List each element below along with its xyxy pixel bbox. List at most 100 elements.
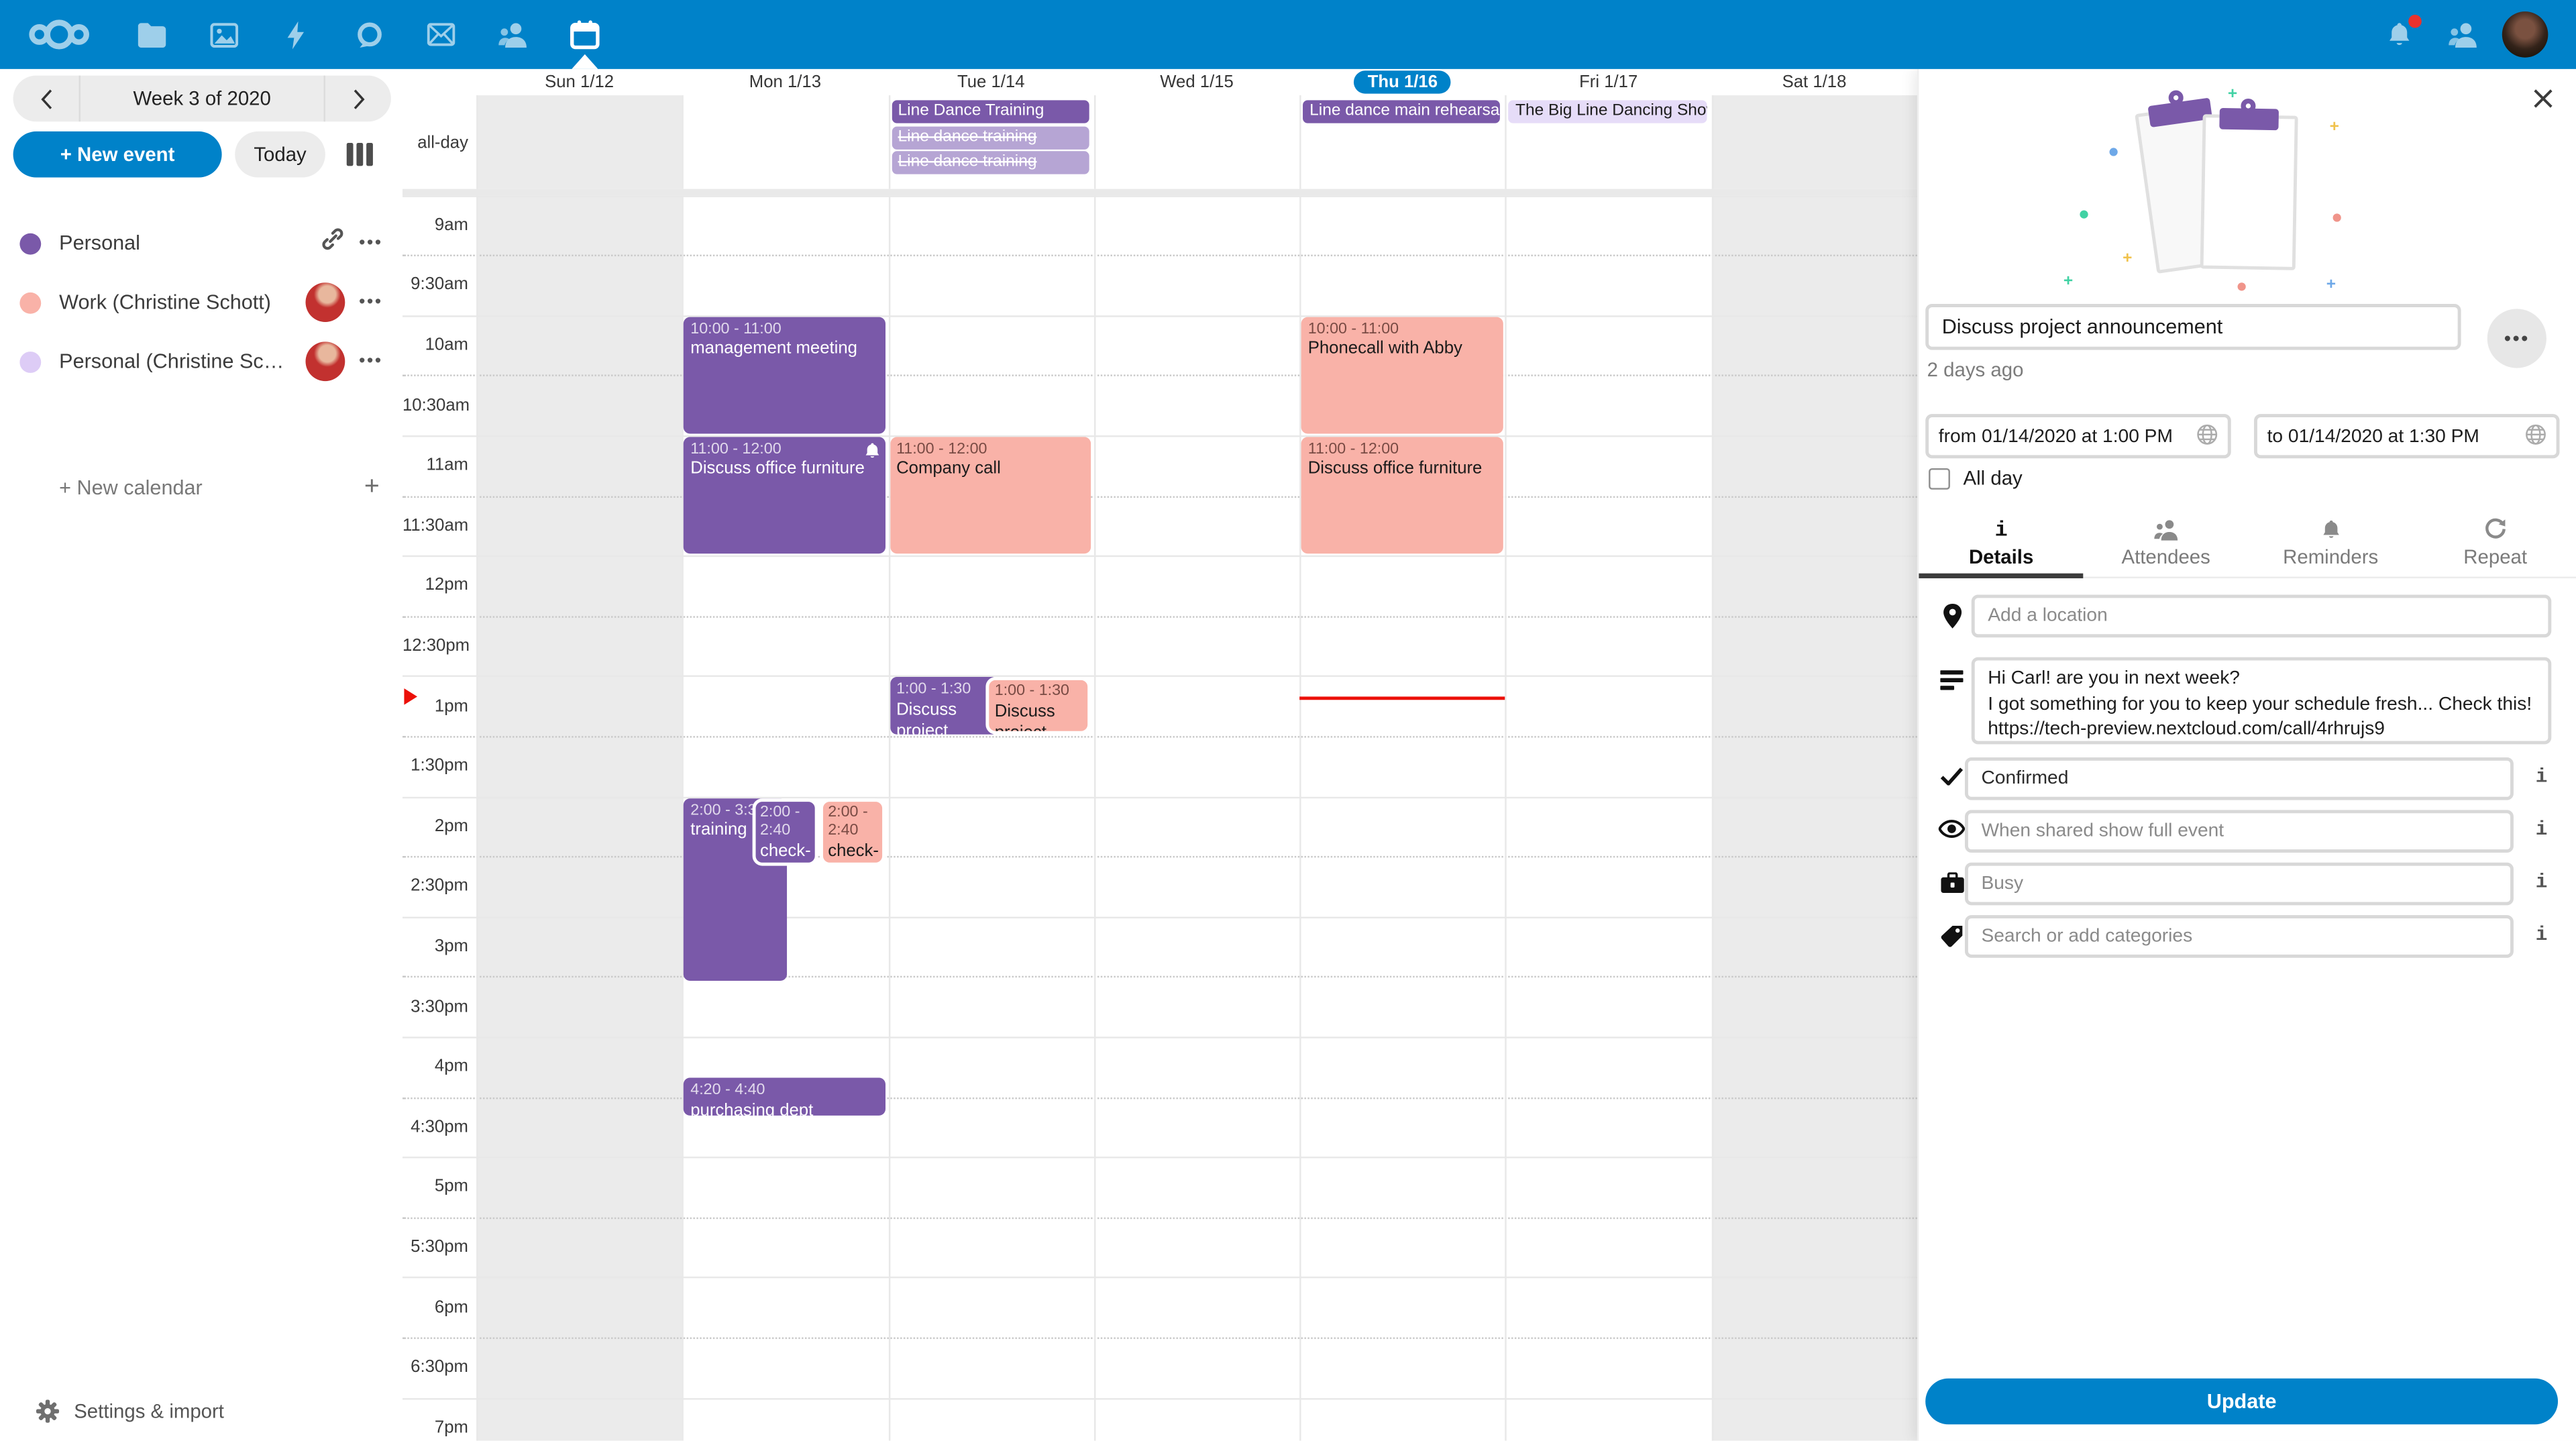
week-label[interactable]: Week 3 of 2020: [133, 87, 271, 111]
calendar-event[interactable]: 4:20 - 4:40 purchasing dept: [684, 1077, 886, 1116]
calendar-event[interactable]: 1:00 - 1:30 Discuss project: [986, 677, 1091, 735]
gear-icon: [36, 1399, 60, 1423]
status-info-icon[interactable]: i: [2535, 765, 2548, 789]
grid-line: [402, 1277, 1917, 1279]
share-link-icon[interactable]: [321, 227, 346, 260]
user-avatar[interactable]: [2502, 11, 2548, 58]
editor-tabs: i Details Attendees Reminders Repeat: [1919, 509, 2576, 579]
confetti: +: [2329, 118, 2339, 137]
grid-line: [402, 976, 1917, 978]
calendar-event[interactable]: 10:00 - 11:00 management meeting: [684, 316, 886, 434]
end-datetime-input[interactable]: to 01/14/2020 at 1:30 PM: [2254, 414, 2560, 459]
day-header-sat[interactable]: Sat 1/18: [1782, 72, 1847, 93]
weekend-shading: [1711, 195, 1917, 1441]
grid-line: [402, 615, 1917, 618]
notification-badge: [2408, 15, 2422, 28]
update-button[interactable]: Update: [1925, 1378, 2559, 1425]
timezone-globe-icon[interactable]: [2525, 423, 2546, 449]
plus-icon[interactable]: +: [364, 473, 380, 501]
view-toggle-columns-icon[interactable]: [346, 143, 373, 166]
freebusy-info-icon[interactable]: i: [2535, 870, 2548, 894]
timezone-globe-icon[interactable]: [2196, 423, 2218, 449]
description-textarea[interactable]: Hi Carl! are you in next week? I got som…: [1971, 657, 2552, 745]
day-header-tue[interactable]: Tue 1/14: [957, 72, 1025, 93]
all-day-event[interactable]: Line dance training: [891, 125, 1089, 149]
all-day-event[interactable]: Line dance main rehearsal: [1303, 100, 1501, 123]
column-separator: [1711, 95, 1713, 189]
event-actions-menu-button[interactable]: •••: [2487, 309, 2546, 368]
today-button[interactable]: Today: [235, 131, 325, 178]
categories-info-icon[interactable]: i: [2535, 923, 2548, 947]
time-label: 1pm: [434, 696, 468, 716]
calendar-event[interactable]: 11:00 - 12:00 Discuss office furniture: [684, 437, 886, 554]
calendar-event[interactable]: 11:00 - 12:00 Discuss office furniture: [1301, 437, 1503, 554]
clip-bar: [2219, 107, 2279, 131]
next-week-button[interactable]: [325, 76, 391, 122]
activity-app-icon[interactable]: [260, 0, 332, 69]
tab-attendees[interactable]: Attendees: [2084, 509, 2249, 576]
visibility-select[interactable]: When shared show full event: [1964, 810, 2514, 853]
calendar-menu-icon[interactable]: •••: [358, 352, 383, 372]
location-input[interactable]: Add a location: [1971, 594, 2552, 638]
contacts-app-icon[interactable]: [476, 0, 549, 69]
tab-label: Reminders: [2283, 545, 2379, 569]
time-label: 10:30am: [402, 395, 470, 415]
calendar-list-item-personal[interactable]: Personal •••: [0, 215, 402, 271]
time-label: 5:30pm: [411, 1237, 468, 1257]
photos-app-icon[interactable]: [187, 0, 260, 69]
column-separator: [682, 195, 684, 1441]
files-app-icon[interactable]: [115, 0, 187, 69]
tab-reminders[interactable]: Reminders: [2248, 509, 2413, 576]
calendar-list-item-personal-christine[interactable]: Personal (Christine Scho...) •••: [0, 333, 402, 389]
talk-app-icon[interactable]: [333, 0, 406, 69]
calendar-event[interactable]: 10:00 - 11:00 Phonecall with Abby: [1301, 316, 1503, 434]
tab-label: Attendees: [2121, 545, 2210, 569]
header-contacts-menu-icon[interactable]: [2426, 0, 2499, 69]
categories-input[interactable]: Search or add categories: [1964, 915, 2514, 958]
shared-by-avatar: [306, 282, 346, 323]
close-icon[interactable]: [2530, 85, 2556, 111]
day-header-mon[interactable]: Mon 1/13: [749, 72, 822, 93]
calendar-color-dot: [19, 350, 42, 372]
day-header-thu[interactable]: Thu 1/16: [1299, 69, 1505, 95]
new-calendar-button[interactable]: + New calendar +: [0, 465, 402, 511]
previous-week-button[interactable]: [13, 76, 79, 122]
column-separator: [1093, 95, 1096, 189]
grid-line: [402, 435, 1917, 437]
new-event-button[interactable]: + New event: [13, 131, 222, 178]
settings-import-button[interactable]: Settings & import: [0, 1390, 402, 1433]
grid-line: [402, 555, 1917, 557]
start-datetime-input[interactable]: from 01/14/2020 at 1:00 PM: [1925, 414, 2231, 459]
day-header-wed[interactable]: Wed 1/15: [1160, 72, 1234, 93]
calendar-event[interactable]: 11:00 - 12:00 Company call: [890, 437, 1091, 554]
grid-line: [402, 1337, 1917, 1339]
all-day-checkbox[interactable]: [1929, 467, 1950, 489]
all-day-checkbox-row[interactable]: All day: [1929, 467, 2023, 490]
calendar-list-item-work-christine[interactable]: Work (Christine Schott) •••: [0, 274, 402, 330]
nextcloud-logo[interactable]: [23, 0, 95, 69]
event-title-input[interactable]: Discuss project announcement: [1925, 304, 2461, 350]
status-select[interactable]: Confirmed: [1964, 757, 2514, 800]
notifications-bell-icon[interactable]: [2363, 0, 2435, 69]
day-header-sun[interactable]: Sun 1/12: [545, 72, 614, 93]
all-day-event[interactable]: The Big Line Dancing Show: [1509, 100, 1707, 123]
calendar-menu-icon[interactable]: •••: [358, 292, 383, 313]
time-label: 3pm: [434, 936, 468, 957]
time-label: 9am: [434, 215, 468, 235]
mail-app-icon[interactable]: [404, 0, 476, 69]
calendar-app-icon[interactable]: [549, 0, 621, 69]
freebusy-select[interactable]: Busy: [1964, 862, 2514, 906]
visibility-info-icon[interactable]: i: [2535, 818, 2548, 841]
tab-details[interactable]: i Details: [1919, 509, 2084, 579]
all-day-event[interactable]: Line Dance Training: [891, 100, 1089, 123]
time-label: 1:30pm: [411, 755, 468, 776]
all-day-event[interactable]: Line dance training: [891, 151, 1089, 175]
grid-line: [402, 856, 1917, 858]
calendar-menu-icon[interactable]: •••: [358, 233, 383, 254]
tab-repeat[interactable]: Repeat: [2413, 509, 2576, 576]
grid-line: [402, 375, 1917, 377]
day-header-fri[interactable]: Fri 1/17: [1579, 72, 1638, 93]
